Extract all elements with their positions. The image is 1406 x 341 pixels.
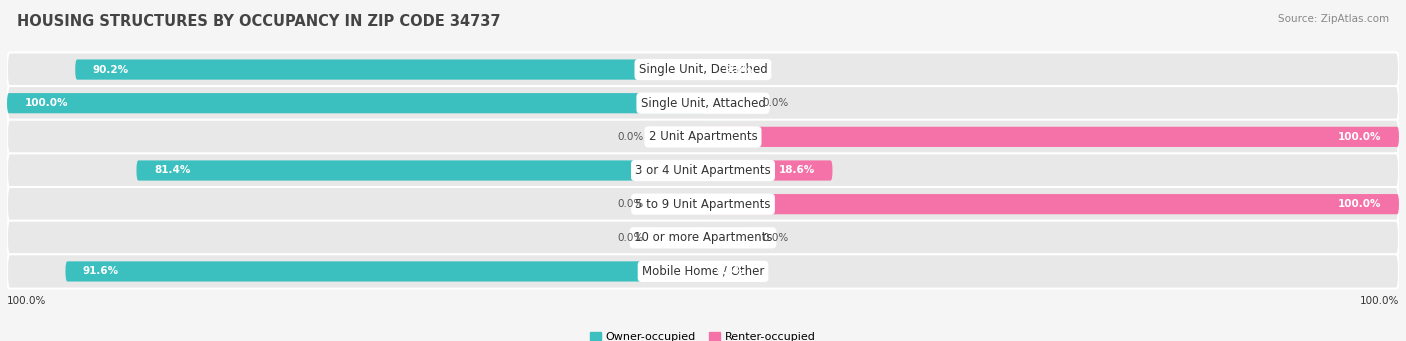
Text: Single Unit, Attached: Single Unit, Attached <box>641 97 765 110</box>
FancyBboxPatch shape <box>7 187 1399 221</box>
FancyBboxPatch shape <box>7 221 1399 255</box>
Text: 0.0%: 0.0% <box>617 233 644 243</box>
FancyBboxPatch shape <box>703 59 772 80</box>
Text: 100.0%: 100.0% <box>24 98 67 108</box>
Text: 100.0%: 100.0% <box>1339 199 1382 209</box>
FancyBboxPatch shape <box>703 127 1399 147</box>
FancyBboxPatch shape <box>703 261 762 282</box>
FancyBboxPatch shape <box>7 153 1399 188</box>
Text: 8.4%: 8.4% <box>714 266 744 277</box>
FancyBboxPatch shape <box>654 127 703 147</box>
Text: 18.6%: 18.6% <box>779 165 815 176</box>
FancyBboxPatch shape <box>703 160 832 181</box>
FancyBboxPatch shape <box>7 53 1399 87</box>
FancyBboxPatch shape <box>66 261 703 282</box>
Text: HOUSING STRUCTURES BY OCCUPANCY IN ZIP CODE 34737: HOUSING STRUCTURES BY OCCUPANCY IN ZIP C… <box>17 14 501 29</box>
FancyBboxPatch shape <box>76 59 703 80</box>
FancyBboxPatch shape <box>654 194 703 214</box>
FancyBboxPatch shape <box>7 93 703 113</box>
Text: 81.4%: 81.4% <box>153 165 190 176</box>
Text: 0.0%: 0.0% <box>762 98 789 108</box>
Text: Single Unit, Detached: Single Unit, Detached <box>638 63 768 76</box>
FancyBboxPatch shape <box>7 254 1399 288</box>
Legend: Owner-occupied, Renter-occupied: Owner-occupied, Renter-occupied <box>586 327 820 341</box>
FancyBboxPatch shape <box>7 86 1399 120</box>
Text: 10 or more Apartments: 10 or more Apartments <box>634 231 772 244</box>
Text: 0.0%: 0.0% <box>617 199 644 209</box>
Text: Source: ZipAtlas.com: Source: ZipAtlas.com <box>1278 14 1389 24</box>
Text: 0.0%: 0.0% <box>762 233 789 243</box>
Text: 100.0%: 100.0% <box>7 296 46 306</box>
FancyBboxPatch shape <box>703 194 1399 214</box>
Text: Mobile Home / Other: Mobile Home / Other <box>641 265 765 278</box>
Text: 5 to 9 Unit Apartments: 5 to 9 Unit Apartments <box>636 198 770 211</box>
Text: 100.0%: 100.0% <box>1360 296 1399 306</box>
FancyBboxPatch shape <box>654 228 703 248</box>
Text: 9.8%: 9.8% <box>725 64 754 75</box>
Text: 2 Unit Apartments: 2 Unit Apartments <box>648 130 758 143</box>
Text: 91.6%: 91.6% <box>83 266 120 277</box>
Text: 90.2%: 90.2% <box>93 64 129 75</box>
FancyBboxPatch shape <box>703 93 752 113</box>
Text: 3 or 4 Unit Apartments: 3 or 4 Unit Apartments <box>636 164 770 177</box>
FancyBboxPatch shape <box>703 228 752 248</box>
FancyBboxPatch shape <box>136 160 703 181</box>
Text: 100.0%: 100.0% <box>1339 132 1382 142</box>
Text: 0.0%: 0.0% <box>617 132 644 142</box>
FancyBboxPatch shape <box>7 120 1399 154</box>
